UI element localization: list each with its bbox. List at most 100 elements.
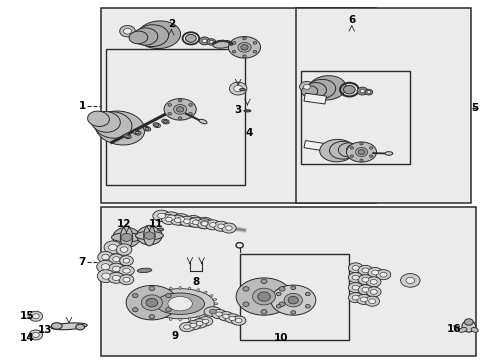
Ellipse shape — [29, 330, 42, 340]
Ellipse shape — [319, 139, 354, 162]
Ellipse shape — [137, 268, 151, 273]
Ellipse shape — [224, 40, 227, 42]
Ellipse shape — [351, 285, 359, 290]
Ellipse shape — [136, 25, 168, 46]
Ellipse shape — [228, 37, 260, 58]
Ellipse shape — [236, 278, 291, 315]
Ellipse shape — [371, 270, 378, 275]
Ellipse shape — [76, 324, 84, 330]
Ellipse shape — [351, 265, 359, 270]
Ellipse shape — [91, 112, 120, 132]
Ellipse shape — [129, 31, 147, 44]
Circle shape — [349, 155, 353, 157]
Ellipse shape — [359, 89, 364, 93]
Ellipse shape — [185, 320, 200, 330]
Ellipse shape — [329, 141, 355, 159]
Ellipse shape — [102, 255, 109, 260]
Ellipse shape — [123, 277, 130, 282]
Ellipse shape — [241, 45, 247, 50]
Ellipse shape — [361, 287, 368, 292]
Ellipse shape — [218, 312, 233, 321]
Ellipse shape — [405, 277, 414, 283]
Ellipse shape — [209, 311, 213, 313]
Ellipse shape — [214, 303, 218, 305]
Ellipse shape — [287, 296, 298, 304]
Ellipse shape — [357, 149, 364, 154]
Ellipse shape — [161, 289, 163, 291]
Ellipse shape — [347, 293, 362, 303]
Ellipse shape — [147, 311, 151, 313]
Ellipse shape — [179, 318, 181, 321]
Ellipse shape — [197, 219, 211, 229]
Ellipse shape — [153, 210, 170, 222]
Ellipse shape — [163, 99, 196, 120]
Ellipse shape — [183, 325, 190, 329]
Ellipse shape — [163, 120, 167, 123]
Circle shape — [369, 155, 372, 157]
Text: 10: 10 — [273, 333, 288, 343]
Ellipse shape — [112, 275, 120, 280]
Ellipse shape — [209, 309, 216, 314]
Ellipse shape — [400, 274, 419, 287]
Ellipse shape — [184, 216, 202, 227]
Ellipse shape — [284, 293, 302, 307]
Ellipse shape — [375, 270, 390, 280]
Ellipse shape — [225, 226, 232, 230]
Ellipse shape — [351, 295, 359, 300]
Text: 16: 16 — [446, 324, 461, 334]
Ellipse shape — [188, 217, 203, 227]
Text: 4: 4 — [245, 129, 253, 138]
Ellipse shape — [196, 321, 203, 325]
Circle shape — [278, 287, 285, 291]
Circle shape — [253, 50, 256, 53]
Circle shape — [276, 305, 281, 308]
Ellipse shape — [213, 221, 228, 231]
Ellipse shape — [51, 323, 62, 329]
Ellipse shape — [120, 226, 132, 248]
Circle shape — [243, 302, 248, 306]
Ellipse shape — [32, 332, 39, 337]
Ellipse shape — [174, 218, 181, 222]
Ellipse shape — [120, 26, 135, 37]
Ellipse shape — [145, 127, 148, 130]
Bar — [105, 49, 244, 185]
Ellipse shape — [308, 76, 346, 100]
Ellipse shape — [217, 40, 221, 42]
Ellipse shape — [176, 107, 183, 112]
Ellipse shape — [196, 289, 199, 291]
Ellipse shape — [364, 296, 379, 306]
Ellipse shape — [32, 314, 39, 319]
Ellipse shape — [367, 267, 382, 278]
Bar — [101, 207, 475, 356]
Text: 1: 1 — [79, 102, 86, 112]
Ellipse shape — [303, 84, 310, 89]
Ellipse shape — [301, 86, 317, 97]
Bar — [239, 253, 348, 339]
Ellipse shape — [356, 294, 370, 305]
Ellipse shape — [183, 219, 190, 224]
Ellipse shape — [167, 215, 175, 220]
Ellipse shape — [135, 131, 139, 134]
Ellipse shape — [158, 228, 163, 231]
Ellipse shape — [360, 297, 366, 302]
Ellipse shape — [369, 289, 376, 294]
Ellipse shape — [203, 307, 221, 316]
Ellipse shape — [366, 287, 380, 297]
Ellipse shape — [229, 82, 246, 95]
Ellipse shape — [239, 89, 245, 91]
Ellipse shape — [214, 41, 218, 42]
Ellipse shape — [351, 275, 359, 280]
Ellipse shape — [179, 322, 194, 332]
Ellipse shape — [153, 314, 156, 316]
Ellipse shape — [357, 285, 372, 295]
Ellipse shape — [338, 143, 358, 157]
Ellipse shape — [179, 216, 194, 226]
Ellipse shape — [108, 244, 117, 251]
Circle shape — [290, 286, 295, 289]
Text: 11: 11 — [148, 219, 163, 229]
Ellipse shape — [244, 110, 250, 112]
Ellipse shape — [102, 273, 110, 279]
Circle shape — [178, 117, 182, 120]
Ellipse shape — [112, 266, 120, 272]
Ellipse shape — [142, 303, 146, 305]
